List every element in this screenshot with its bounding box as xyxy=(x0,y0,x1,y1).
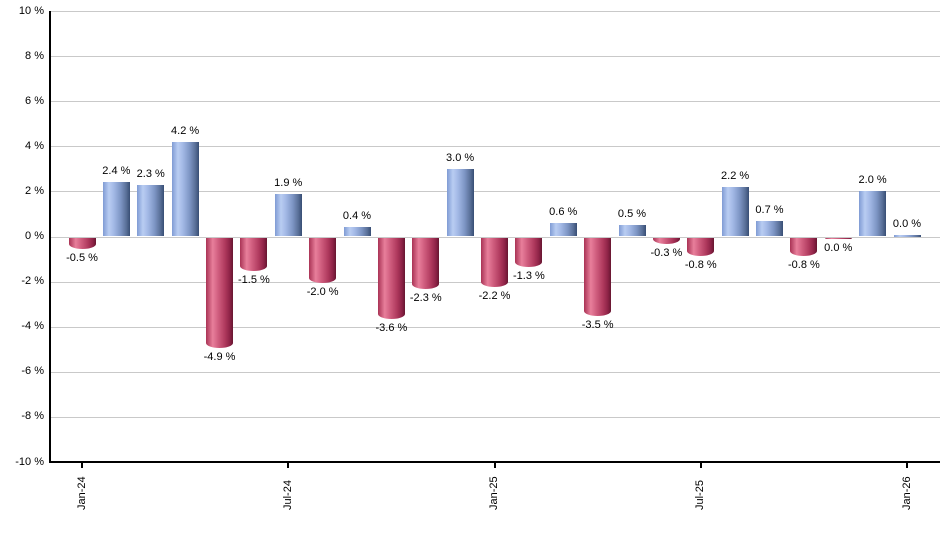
bar-jul-24 xyxy=(274,193,302,237)
bar-may-24 xyxy=(206,237,233,348)
bar-jun-24 xyxy=(240,237,268,272)
y-tick-label: -4 % xyxy=(21,320,44,332)
y-tick-label: 2 % xyxy=(25,185,44,197)
bar-jun-25 xyxy=(652,237,680,245)
bar-dec-24 xyxy=(446,168,474,237)
x-tick xyxy=(906,463,908,468)
y-grid-line xyxy=(50,146,940,147)
bar-sep-24 xyxy=(343,227,371,237)
x-tick-label: Jul-25 xyxy=(694,480,707,510)
y-tick-label: 4 % xyxy=(25,140,44,152)
y-tick-label: 8 % xyxy=(25,50,44,62)
bar-value-label: 2.4 % xyxy=(102,165,131,178)
bar-value-label: 2.2 % xyxy=(721,169,750,182)
bar-value-label: 0.6 % xyxy=(549,205,578,218)
y-grid-line xyxy=(50,101,940,102)
bar-mar-25 xyxy=(549,222,577,237)
y-tick-label: 10 % xyxy=(18,5,44,17)
bar-value-label: 0.4 % xyxy=(342,210,372,223)
bar-value-label: -2.2 % xyxy=(478,290,511,303)
bar-value-label: 0.5 % xyxy=(617,208,647,221)
bar-value-label: -0.8 % xyxy=(684,258,717,271)
bar-value-label: -0.5 % xyxy=(66,251,98,264)
bar-nov-25 xyxy=(824,237,852,239)
y-grid-line xyxy=(50,372,940,373)
bar-value-label: 3.0 % xyxy=(446,151,475,164)
bar-dec-25 xyxy=(859,191,887,237)
bar-value-label: 4.2 % xyxy=(171,124,200,137)
bar-may-25 xyxy=(618,225,646,237)
bar-value-label: -1.5 % xyxy=(237,274,270,287)
x-tick xyxy=(493,463,496,468)
y-tick-label: -6 % xyxy=(21,365,44,377)
y-tick-label: -8 % xyxy=(21,410,44,422)
bar-value-label: 2.3 % xyxy=(136,167,165,180)
bar-value-label: -3.6 % xyxy=(375,321,408,334)
bar-value-label: -0.3 % xyxy=(650,247,683,260)
x-tick-label: Jan-26 xyxy=(900,476,913,510)
bar-value-label: 2.0 % xyxy=(858,174,887,187)
bar-nov-24 xyxy=(412,237,440,290)
bar-sep-25 xyxy=(756,220,783,237)
bar-value-label: 0.7 % xyxy=(755,203,784,216)
bar-value-label: -0.8 % xyxy=(787,258,820,271)
bar-value-label: -2.0 % xyxy=(306,285,339,298)
y-tick-label: -2 % xyxy=(21,275,44,287)
bar-jul-25 xyxy=(687,237,715,256)
x-tick xyxy=(699,463,702,468)
bar-value-label: -1.3 % xyxy=(512,269,545,282)
bar-value-label: 0.0 % xyxy=(892,218,922,230)
bar-value-label: -4.9 % xyxy=(203,350,236,363)
y-grid-line xyxy=(50,56,940,57)
bar-mar-24 xyxy=(137,184,165,237)
bar-jan-24 xyxy=(68,237,96,249)
y-grid-line xyxy=(50,11,940,12)
x-axis-line xyxy=(49,461,940,463)
bar-apr-24 xyxy=(171,141,199,237)
y-grid-line xyxy=(50,417,940,418)
bar-value-label: 0.0 % xyxy=(824,242,853,254)
x-tick-label: Jan-24 xyxy=(75,476,88,510)
bar-aug-24 xyxy=(309,237,337,283)
bar-oct-25 xyxy=(790,237,818,256)
x-tick-label: Jan-25 xyxy=(488,476,500,510)
bar-feb-25 xyxy=(515,237,543,267)
y-tick-label: -10 % xyxy=(15,456,44,468)
y-axis-line xyxy=(49,11,51,463)
y-tick-label: 6 % xyxy=(25,95,44,107)
x-tick xyxy=(287,463,290,468)
bar-jan-25 xyxy=(481,237,508,288)
bar-oct-24 xyxy=(377,237,405,319)
bar-value-label: -3.5 % xyxy=(581,319,614,332)
x-tick xyxy=(81,463,83,468)
bar-apr-25 xyxy=(584,237,612,317)
y-grid-line xyxy=(50,327,940,328)
y-tick-label: 0 % xyxy=(25,230,44,242)
bar-value-label: 1.9 % xyxy=(274,176,303,189)
bar-value-label: -2.3 % xyxy=(409,292,442,305)
bar-jan-26 xyxy=(893,235,921,237)
bar-aug-25 xyxy=(721,186,749,237)
bar-feb-24 xyxy=(102,182,130,237)
x-tick-label: Jul-24 xyxy=(281,480,294,510)
y-grid-line xyxy=(50,191,940,192)
